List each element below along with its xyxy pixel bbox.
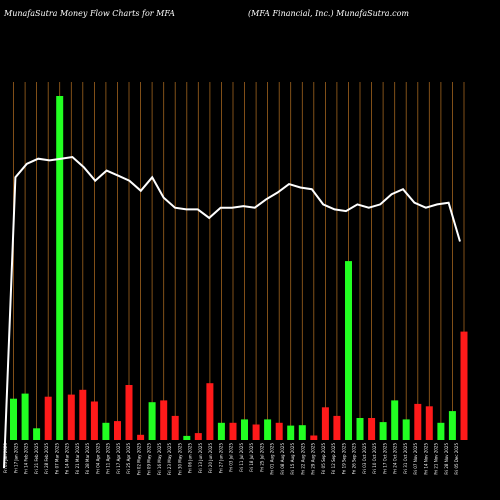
money-flow-bar: [264, 419, 272, 440]
money-flow-bar: [206, 383, 214, 440]
money-flow-bar: [333, 415, 341, 440]
date-label: Fri 15 Aug 2025: [290, 443, 295, 475]
money-flow-bar: [275, 422, 283, 440]
date-label: Fri 04 Apr 2025: [95, 443, 100, 474]
date-label: Fri 17 Oct 2025: [382, 443, 387, 474]
money-flow-bar: [241, 419, 248, 440]
money-flow-bar: [448, 411, 456, 440]
money-flow-bar: [356, 418, 364, 440]
money-flow-bar: [56, 96, 64, 440]
money-flow-bar: [44, 396, 52, 440]
money-flow-bar: [67, 394, 75, 440]
date-label: Fri 10 Oct 2025: [372, 443, 377, 474]
price-line: [3, 155, 461, 469]
date-label: Fri 06 Jun 2025: [188, 443, 193, 474]
date-label: Fri 30 May 2025: [177, 443, 182, 476]
date-label: Fri 21 Nov 2025: [434, 443, 439, 475]
date-label: Fri 26 Sep 2025: [352, 443, 357, 475]
date-label: Fri 25 Jul 2025: [259, 443, 264, 472]
date-label: Fri 05 Dec 2025: [454, 443, 459, 475]
money-flow-bar: [125, 385, 133, 440]
date-label: Fri 23 May 2025: [167, 443, 172, 476]
money-flow-bar: [252, 424, 260, 440]
date-label: Fri 03 Oct 2025: [362, 443, 367, 474]
money-flow-bar: [160, 400, 168, 440]
money-flow-bar: [298, 425, 306, 440]
date-label: Fri 02 May 2025: [136, 443, 141, 476]
date-label: Fri 08 Aug 2025: [280, 443, 285, 475]
money-flow-bar: [460, 331, 468, 440]
money-flow-bar: [171, 415, 179, 440]
date-label: Fri 20 Jun 2025: [208, 443, 213, 474]
grid-lines: [13, 82, 465, 440]
money-flow-bar: [10, 398, 17, 440]
money-flow-bar: [21, 393, 29, 440]
date-label: Fri 19 Sep 2025: [341, 443, 346, 475]
money-flow-bar: [414, 403, 422, 440]
date-label: Fri 13 Jun 2025: [198, 443, 203, 474]
date-label: Fri 25 Apr 2025: [126, 443, 131, 474]
money-flow-bar: [229, 422, 237, 440]
date-label: Fri 24 Oct 2025: [393, 443, 398, 474]
money-flow-bar: [379, 422, 387, 440]
money-flow-bar: [79, 389, 87, 440]
money-flow-bar: [391, 400, 399, 440]
date-label: Fri 11 Jul 2025: [239, 443, 244, 472]
date-label: Fri 17 Jan 2025: [13, 443, 18, 473]
date-label: Fri 21 Mar 2025: [75, 443, 80, 475]
date-label: Fri 17 Apr 2025: [116, 443, 121, 474]
date-label: Fri 28 Mar 2025: [85, 443, 90, 475]
date-label: Fri 12 Sep 2025: [331, 443, 336, 475]
money-flow-bar: [310, 435, 318, 440]
date-label: Fri 21 Feb 2025: [34, 443, 39, 474]
date-label: Fri 09 May 2025: [147, 443, 152, 476]
date-label: Fri 07 Mar 2025: [54, 443, 59, 475]
money-flow-bar: [437, 422, 445, 440]
money-flow-bar: [102, 422, 110, 440]
money-flow-bar: [425, 406, 433, 440]
date-label: Fri 03 Jan 2025: [3, 443, 8, 473]
money-flow-bar: [217, 422, 225, 440]
money-flow-bar: [402, 419, 410, 440]
date-label: Fri 03 Jul 2025: [229, 443, 234, 472]
money-flow-bar: [321, 407, 329, 440]
date-label: Fri 31 Oct 2025: [403, 443, 408, 474]
date-label: Fri 27 Jun 2025: [218, 443, 223, 474]
date-label: Fri 22 Aug 2025: [300, 443, 305, 475]
money-flow-bar: [137, 434, 145, 440]
money-flow-bar: [368, 418, 376, 440]
date-label: Fri 14 Mar 2025: [65, 443, 70, 475]
date-label: Fri 11 Apr 2025: [106, 443, 111, 474]
money-flow-bar: [183, 435, 191, 440]
date-label: Fri 01 Aug 2025: [270, 443, 275, 475]
date-labels: Fri 03 Jan 2025 Fri 17 Jan 2025 Fri 14 Feb…: [3, 443, 459, 476]
money-flow-bar: [194, 433, 202, 440]
money-flow-bar: [287, 425, 295, 440]
date-label: Fri 07 Nov 2025: [413, 443, 418, 475]
date-label: Fri 05 Sep 2025: [321, 443, 326, 475]
date-label: Fri 18 Jul 2025: [249, 443, 254, 472]
chart-title-left: MunafaSutra Money Flow Charts for MFA: [4, 9, 175, 18]
date-label: Fri 28 Nov 2025: [444, 443, 449, 475]
date-label: Fri 14 Feb 2025: [24, 443, 29, 474]
date-label: Fri 28 Feb 2025: [44, 443, 49, 474]
money-flow-bar: [148, 402, 156, 440]
money-flow-bar: [345, 261, 352, 440]
money-flow-bar: [114, 421, 121, 440]
bar-series: [10, 96, 468, 440]
date-label: Fri 14 Nov 2025: [423, 443, 428, 475]
money-flow-bar: [90, 401, 98, 440]
chart-title-right: (MFA Financial, Inc.) MunafaSutra.com: [248, 9, 409, 18]
date-label: Fri 16 May 2025: [157, 443, 162, 476]
money-flow-bar: [33, 428, 41, 440]
date-label: Fri 29 Aug 2025: [311, 443, 316, 475]
